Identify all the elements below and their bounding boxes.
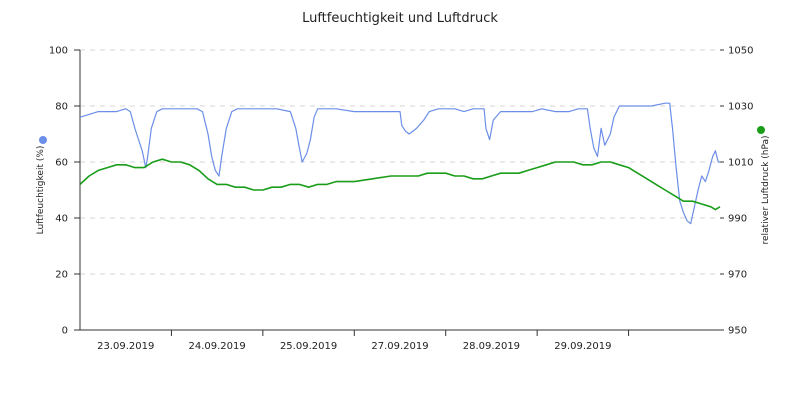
series (79, 102, 721, 225)
axes: 0 950 20 970 40 990 60 1010 80 1030 100 1050 23.09.2… (49, 46, 754, 353)
x-tick-label: 23.09.2019 (97, 341, 154, 352)
series-line-pressure (79, 158, 721, 211)
x-tick-label: 29.09.2019 (554, 341, 611, 352)
y-left-tick-label: 60 (55, 158, 68, 169)
y-right-tick-label: 950 (728, 326, 747, 337)
x-tick-label: 25.09.2019 (280, 341, 337, 352)
y-right-tick-label: 1030 (728, 102, 753, 113)
x-tick-label: 27.09.2019 (371, 341, 428, 352)
y-left-tick-label: 20 (55, 270, 68, 281)
x-tick-label: 28.09.2019 (463, 341, 520, 352)
y-left-tick-label: 100 (49, 46, 68, 57)
series-line-humidity (79, 102, 720, 225)
y-left-tick-label: 40 (55, 214, 68, 225)
chart-title: Luftfeuchtigkeit und Luftdruck (302, 11, 498, 26)
y-right-tick-label: 1010 (728, 158, 753, 169)
y-axis-left-label: Luftfeuchtigkeit (%) (36, 146, 46, 235)
y-right-tick-label: 1050 (728, 46, 753, 57)
y-axis-right-label: relativer Luftdruck (hPa) (761, 135, 771, 244)
legend-marker-humidity (39, 136, 47, 144)
y-left-tick-label: 80 (55, 102, 68, 113)
y-right-tick-label: 990 (728, 214, 747, 225)
grid (80, 49, 720, 275)
y-left-tick-label: 0 (62, 326, 68, 337)
legend-marker-pressure (757, 126, 765, 134)
y-right-tick-label: 970 (728, 270, 747, 281)
x-tick-label: 24.09.2019 (189, 341, 246, 352)
